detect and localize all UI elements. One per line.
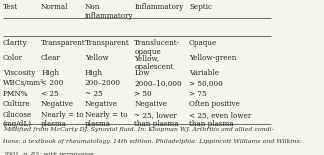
Text: 2000–10,000: 2000–10,000 xyxy=(134,80,182,87)
Text: WBCs/mm³: WBCs/mm³ xyxy=(3,80,44,87)
Text: High: High xyxy=(85,69,103,77)
Text: < 25: < 25 xyxy=(41,90,59,98)
Text: PMN%: PMN% xyxy=(3,90,29,98)
Text: Viscosity: Viscosity xyxy=(3,69,35,77)
Text: Color: Color xyxy=(3,54,23,62)
Text: Inflammatory: Inflammatory xyxy=(134,3,184,11)
Text: Transparent: Transparent xyxy=(41,39,86,47)
Text: Yellow-green: Yellow-green xyxy=(189,54,236,62)
Text: Translucent-
opaque: Translucent- opaque xyxy=(134,39,180,56)
Text: Nearly = to
plasma: Nearly = to plasma xyxy=(41,111,84,128)
Text: Clear: Clear xyxy=(41,54,61,62)
Text: > 75: > 75 xyxy=(189,90,207,98)
Text: Negative: Negative xyxy=(85,100,118,108)
Text: Negative: Negative xyxy=(41,100,74,108)
Text: Culture: Culture xyxy=(3,100,30,108)
Text: High: High xyxy=(41,69,59,77)
Text: Opaque: Opaque xyxy=(189,39,217,47)
Text: Test: Test xyxy=(3,3,18,11)
Text: Transparent: Transparent xyxy=(85,39,130,47)
Text: tions: a textbook of rheumatology. 14th edition. Philadelphia: Lippincott Willia: tions: a textbook of rheumatology. 14th … xyxy=(3,140,302,144)
Text: < 200: < 200 xyxy=(41,80,63,87)
Text: Normal: Normal xyxy=(41,3,69,11)
Text: Variable: Variable xyxy=(189,69,219,77)
Text: Septic: Septic xyxy=(189,3,212,11)
Text: Nearly = to
plasma: Nearly = to plasma xyxy=(85,111,128,128)
Text: Negative: Negative xyxy=(134,100,167,108)
Text: Low: Low xyxy=(134,69,150,77)
Text: Yellow: Yellow xyxy=(85,54,109,62)
Text: > 50: > 50 xyxy=(134,90,152,98)
Text: Often positive: Often positive xyxy=(189,100,240,108)
Text: > 50,000: > 50,000 xyxy=(189,80,223,87)
Text: Non
inflammatory: Non inflammatory xyxy=(85,3,133,20)
Text: ~ 25: ~ 25 xyxy=(85,90,102,98)
Text: Yellow,
opalescent: Yellow, opalescent xyxy=(134,54,174,71)
Text: Clarity: Clarity xyxy=(3,39,28,47)
Text: ~ 25, lower
than plasma: ~ 25, lower than plasma xyxy=(134,111,179,128)
Text: 2001. p. 83; with permission.: 2001. p. 83; with permission. xyxy=(3,152,96,155)
Text: Glucose
(mg/dL): Glucose (mg/dL) xyxy=(3,111,32,128)
Text: Modified from McCarty DJ. Synovial fluid. In: Koopman WJ. Arthritis and allied c: Modified from McCarty DJ. Synovial fluid… xyxy=(3,127,273,132)
Text: < 25, even lower
than plasma: < 25, even lower than plasma xyxy=(189,111,251,128)
Text: 200–2000: 200–2000 xyxy=(85,80,121,87)
